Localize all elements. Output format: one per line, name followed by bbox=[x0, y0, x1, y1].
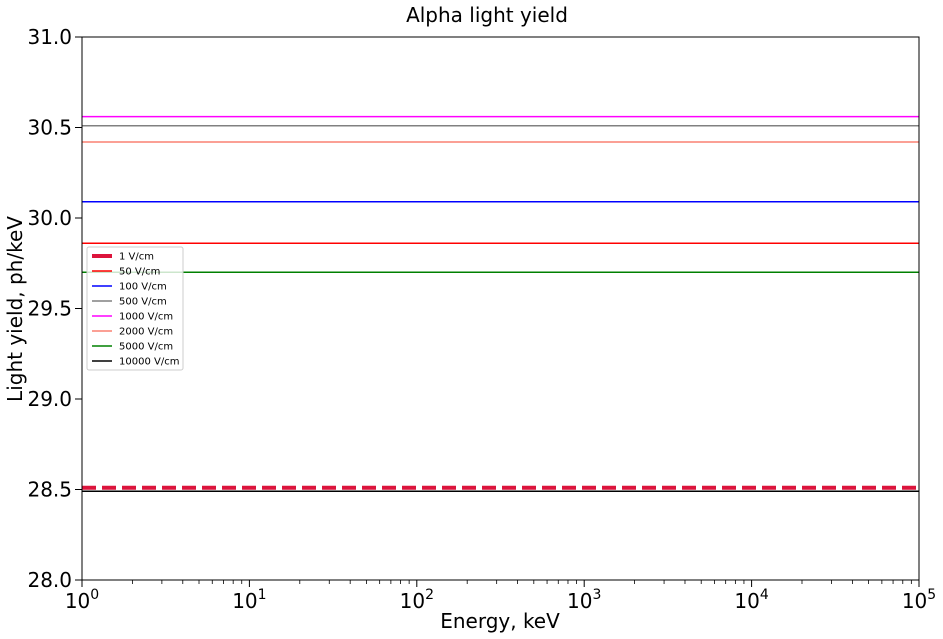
legend-label-3: 500 V/cm bbox=[119, 297, 167, 308]
y-axis-label: Light yield, ph/keV bbox=[3, 216, 27, 402]
legend-label-4: 1000 V/cm bbox=[119, 312, 173, 323]
chart-title: Alpha light yield bbox=[406, 3, 568, 27]
y-tick-label: 29.0 bbox=[27, 387, 72, 411]
y-tick-label: 31.0 bbox=[27, 25, 72, 49]
y-tick-label: 30.5 bbox=[27, 116, 72, 140]
y-tick-label: 29.5 bbox=[27, 297, 72, 321]
legend: 1 V/cm 50 V/cm 100 V/cm 500 V/cm 1000 V/cm 20… bbox=[86, 246, 184, 371]
x-tick-label: 102 bbox=[400, 587, 434, 613]
y-tick-label: 28.0 bbox=[27, 568, 72, 592]
y-tick-label: 28.5 bbox=[27, 478, 72, 502]
x-tick-label: 103 bbox=[567, 587, 601, 613]
legend-label-2: 100 V/cm bbox=[119, 282, 167, 293]
x-tick-label: 101 bbox=[232, 587, 266, 613]
x-tick-label: 105 bbox=[902, 587, 936, 613]
legend-label-6: 5000 V/cm bbox=[119, 342, 173, 353]
x-tick-label: 100 bbox=[65, 587, 99, 613]
series-layer bbox=[82, 115, 919, 493]
plot-frame bbox=[81, 36, 920, 581]
legend-label-1: 50 V/cm bbox=[119, 267, 160, 278]
x-axis: 100 101 102 103 104 105 bbox=[65, 580, 936, 613]
x-tick-label: 104 bbox=[734, 587, 768, 613]
y-tick-label: 30.0 bbox=[27, 206, 72, 230]
legend-label-5: 2000 V/cm bbox=[119, 327, 173, 338]
y-axis: 28.0 28.5 29.0 29.5 30.0 30.5 31.0 bbox=[27, 25, 82, 592]
legend-label-0: 1 V/cm bbox=[119, 252, 154, 263]
x-axis-label: Energy, keV bbox=[440, 609, 560, 633]
legend-box bbox=[86, 246, 184, 371]
legend-label-7: 10000 V/cm bbox=[119, 357, 179, 368]
